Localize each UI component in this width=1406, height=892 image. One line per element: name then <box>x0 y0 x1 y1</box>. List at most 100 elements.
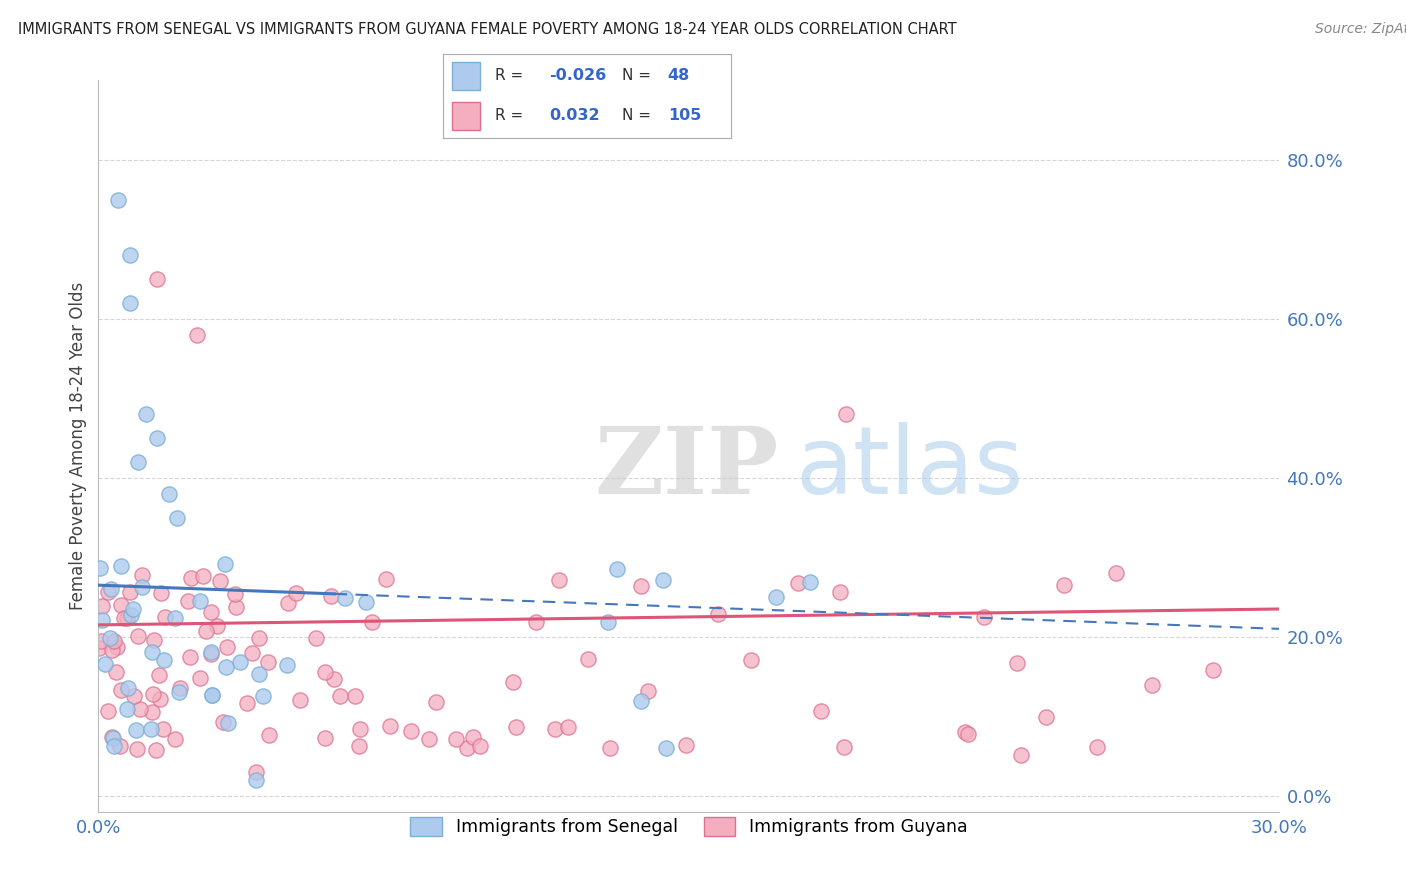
Point <box>127 455 149 469</box>
Point <box>152 722 174 736</box>
Point <box>100 643 122 657</box>
Point <box>378 719 401 733</box>
Point <box>444 732 467 747</box>
Point <box>524 615 547 630</box>
Point <box>215 660 238 674</box>
Point <box>180 571 202 585</box>
Point <box>200 606 222 620</box>
Text: R =: R = <box>495 108 523 123</box>
Point <box>149 692 172 706</box>
Point <box>596 615 619 629</box>
Point <box>832 740 855 755</box>
Point <box>224 586 246 600</box>
Point <box>150 586 173 600</box>
Point <box>502 675 524 690</box>
Point <box>630 694 652 708</box>
Point <box>257 655 280 669</box>
Point <box>191 569 214 583</box>
Point <box>122 601 145 615</box>
Point <box>115 702 138 716</box>
Point <box>124 689 146 703</box>
Point <box>201 688 224 702</box>
Point <box>599 741 621 756</box>
Point <box>177 594 200 608</box>
Point <box>1052 577 1074 591</box>
Point <box>329 689 352 703</box>
Point <box>344 690 367 704</box>
Point <box>131 581 153 595</box>
Point <box>347 739 370 754</box>
Point <box>456 741 478 756</box>
Point <box>146 431 169 445</box>
Point <box>142 632 165 647</box>
Point <box>333 591 356 605</box>
Point <box>675 738 697 752</box>
Point <box>1085 740 1108 755</box>
Point <box>418 732 440 747</box>
Point <box>319 589 342 603</box>
Point <box>288 693 311 707</box>
Point <box>112 611 135 625</box>
Point <box>245 772 267 787</box>
Point <box>87 640 110 655</box>
Point <box>110 683 132 698</box>
Point <box>188 594 211 608</box>
Point <box>188 672 211 686</box>
Point <box>799 574 821 589</box>
Point <box>1035 710 1057 724</box>
Point <box>118 296 141 310</box>
Point <box>120 608 142 623</box>
Point <box>153 610 176 624</box>
Text: Source: ZipAtlas.com: Source: ZipAtlas.com <box>1315 22 1406 37</box>
Point <box>1140 678 1163 692</box>
Point <box>1201 663 1223 677</box>
Point <box>131 568 153 582</box>
Point <box>141 688 163 702</box>
Point <box>285 585 308 599</box>
FancyBboxPatch shape <box>451 102 481 130</box>
Point <box>165 610 187 624</box>
Point <box>810 704 832 718</box>
Point <box>1105 566 1128 581</box>
Point <box>361 615 384 629</box>
Point <box>1005 656 1028 670</box>
Legend: Immigrants from Senegal, Immigrants from Guyana: Immigrants from Senegal, Immigrants from… <box>404 810 974 843</box>
Point <box>225 599 247 614</box>
Text: -0.026: -0.026 <box>550 69 607 84</box>
Point <box>179 649 201 664</box>
Point <box>110 559 132 574</box>
Point <box>205 619 228 633</box>
Point <box>217 640 239 654</box>
Point <box>105 665 128 679</box>
Text: 48: 48 <box>668 69 690 84</box>
Point <box>145 742 167 756</box>
Point <box>314 665 336 680</box>
Point <box>637 683 659 698</box>
Point <box>314 731 336 745</box>
Point <box>786 575 808 590</box>
Point <box>576 652 599 666</box>
Point <box>94 657 117 671</box>
Point <box>128 702 150 716</box>
Point <box>461 730 484 744</box>
Point <box>252 690 274 704</box>
Point <box>277 596 299 610</box>
Point <box>349 723 371 737</box>
Point <box>153 652 176 666</box>
Point <box>166 510 188 524</box>
Point <box>354 595 377 609</box>
Point <box>212 714 235 729</box>
Point <box>141 705 163 719</box>
Point <box>200 647 222 661</box>
Point <box>707 607 730 621</box>
Point <box>740 653 762 667</box>
Point <box>186 327 208 342</box>
Point <box>765 590 787 604</box>
Point <box>125 741 148 756</box>
Point <box>304 632 326 646</box>
Point <box>97 585 120 599</box>
Point <box>630 579 652 593</box>
Point <box>146 272 169 286</box>
Text: 105: 105 <box>668 108 702 123</box>
Point <box>118 248 141 262</box>
